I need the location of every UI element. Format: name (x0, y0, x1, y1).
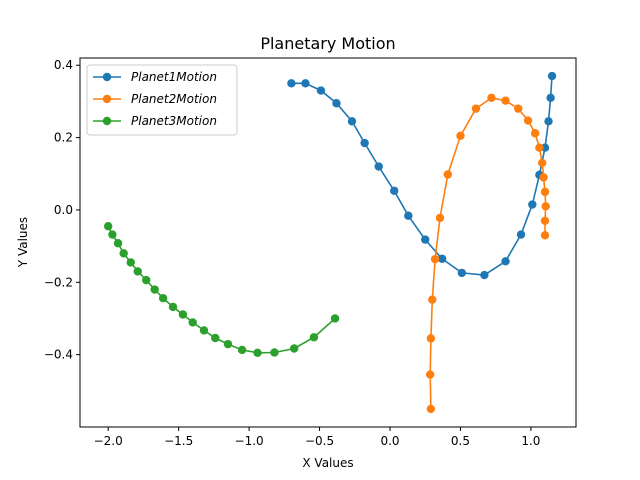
data-point (211, 333, 220, 343)
data-point (528, 200, 537, 209)
data-point (428, 295, 437, 304)
y-tick-label: 0.2 (54, 131, 73, 145)
data-point (119, 249, 128, 258)
data-point (540, 187, 550, 197)
data-point (457, 268, 467, 278)
data-point (199, 326, 209, 335)
legend-swatch-marker (102, 94, 112, 104)
data-point (425, 370, 435, 379)
x-tick-label: −0.5 (305, 434, 334, 448)
data-point (487, 93, 496, 102)
data-point (426, 334, 436, 343)
data-point (270, 348, 279, 357)
data-point (237, 345, 247, 355)
data-point (330, 314, 340, 323)
legend-label: Planet2Motion (131, 92, 217, 106)
data-point (437, 254, 447, 263)
data-point (390, 186, 399, 195)
data-point (456, 131, 465, 140)
data-point (544, 117, 553, 126)
y-tick-label: 0.0 (54, 203, 73, 217)
x-tick-label: 1.0 (521, 434, 540, 448)
data-point (168, 302, 178, 312)
data-point (301, 79, 310, 88)
y-axis-title: Y Values (16, 217, 30, 268)
data-point (426, 404, 436, 414)
x-tick-label: 0.0 (380, 434, 399, 448)
data-point (540, 216, 550, 225)
y-tick-label: 0.4 (54, 58, 73, 72)
data-point (316, 86, 326, 95)
legend-item: Planet2Motion (93, 92, 217, 106)
legend-label: Planet1Motion (131, 70, 217, 84)
data-point (523, 116, 533, 125)
data-point (539, 173, 548, 182)
data-point (332, 99, 341, 108)
data-point (188, 318, 197, 327)
data-point (374, 162, 383, 171)
y-tick-label: −0.4 (44, 348, 73, 362)
data-point (480, 270, 489, 280)
data-point (289, 344, 299, 353)
plot-area (103, 71, 557, 414)
legend: Planet1Motion Planet2Motion Planet3Motion (86, 64, 238, 136)
legend-box (86, 64, 238, 136)
data-point (421, 235, 430, 244)
legend-swatch-marker (102, 72, 112, 82)
data-point (546, 93, 555, 102)
data-point (516, 230, 526, 239)
x-axis-title: X Values (302, 456, 353, 470)
data-point (133, 267, 142, 276)
chart-title: Planetary Motion (260, 34, 395, 53)
x-tick-label: −1.0 (235, 434, 264, 448)
data-point (501, 257, 510, 266)
data-point (471, 104, 481, 113)
data-point (430, 254, 440, 264)
series-Planet2Motion (425, 93, 550, 414)
x-tick-label: −1.5 (164, 434, 193, 448)
data-point (126, 258, 135, 267)
data-point (541, 202, 550, 211)
data-point (501, 96, 510, 105)
legend-label: Planet3Motion (131, 114, 217, 128)
data-point (537, 158, 547, 168)
data-point (287, 79, 296, 88)
data-point (547, 71, 557, 81)
data-point (347, 117, 357, 126)
data-point (540, 231, 550, 240)
data-point (150, 285, 159, 294)
data-point (158, 294, 168, 303)
data-point (223, 339, 233, 349)
legend-item: Planet1Motion (93, 70, 217, 84)
data-point (309, 333, 319, 342)
data-point (360, 138, 369, 148)
data-point (443, 170, 452, 179)
legend-item: Planet3Motion (93, 114, 217, 128)
y-axis: −0.4 −0.2 0.0 0.2 0.4 (44, 58, 80, 362)
data-point (103, 222, 113, 231)
data-point (435, 213, 445, 223)
x-tick-label: −2.0 (94, 434, 123, 448)
series-Planet3Motion (103, 222, 340, 358)
axes-frame (79, 57, 577, 428)
data-point (113, 239, 123, 248)
legend-swatch-marker (102, 116, 112, 126)
data-point (253, 348, 262, 358)
data-point (108, 230, 117, 239)
data-point (142, 275, 151, 285)
y-tick-label: −0.2 (44, 275, 73, 289)
x-axis: −2.0 −1.5 −1.0 −0.5 0.0 0.5 1.0 (94, 427, 540, 448)
data-point (404, 211, 413, 220)
series-Planet1Motion (287, 71, 557, 280)
data-point (530, 129, 540, 138)
data-point (535, 143, 544, 152)
x-tick-label: 0.5 (451, 434, 470, 448)
data-point (514, 104, 523, 113)
data-point (178, 310, 188, 319)
